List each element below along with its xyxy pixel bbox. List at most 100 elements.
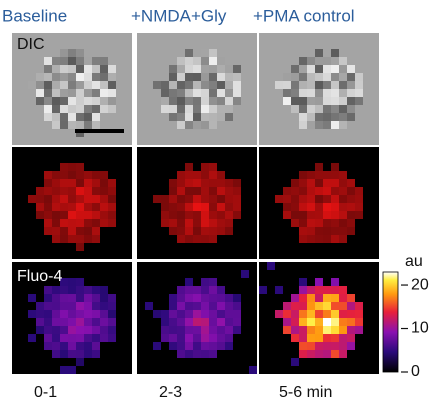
pixel bbox=[323, 81, 331, 89]
pixel bbox=[44, 57, 52, 65]
pixel bbox=[217, 97, 225, 105]
pixel bbox=[44, 334, 52, 342]
pixel bbox=[68, 211, 76, 219]
pixel bbox=[193, 65, 201, 73]
pixel bbox=[209, 49, 217, 57]
pixel bbox=[44, 187, 52, 195]
pixel bbox=[315, 334, 323, 342]
pixel bbox=[60, 278, 68, 286]
pixel bbox=[193, 227, 201, 235]
pixel bbox=[92, 105, 100, 113]
pixel bbox=[84, 187, 92, 195]
pixel bbox=[60, 81, 68, 89]
pixel bbox=[108, 203, 116, 211]
pixel bbox=[44, 203, 52, 211]
pixel bbox=[299, 294, 307, 302]
pixel bbox=[323, 227, 331, 235]
pixel bbox=[307, 219, 315, 227]
pixel bbox=[60, 89, 68, 97]
pixel bbox=[299, 286, 307, 294]
colorbar-tick-label: 0 bbox=[411, 363, 420, 380]
pixel bbox=[68, 334, 76, 342]
pixel bbox=[177, 334, 185, 342]
colorbar bbox=[382, 271, 399, 373]
pixel bbox=[185, 97, 193, 105]
pixel bbox=[315, 195, 323, 203]
pixel bbox=[347, 211, 355, 219]
pixel bbox=[84, 235, 92, 243]
pixel bbox=[100, 195, 108, 203]
pixel bbox=[100, 179, 108, 187]
pixel bbox=[201, 113, 209, 121]
pixel bbox=[92, 171, 100, 179]
pixel bbox=[201, 318, 209, 326]
pixel bbox=[323, 65, 331, 73]
pixel bbox=[60, 342, 68, 350]
pixel bbox=[209, 97, 217, 105]
pixel bbox=[185, 318, 193, 326]
pixel bbox=[201, 171, 209, 179]
pixel bbox=[161, 211, 169, 219]
colorbar-tick-label: 20 bbox=[411, 276, 429, 293]
pixel bbox=[52, 187, 60, 195]
pixel bbox=[68, 89, 76, 97]
pixel bbox=[217, 105, 225, 113]
pixel bbox=[92, 179, 100, 187]
pixel bbox=[331, 113, 339, 121]
pixel bbox=[169, 310, 177, 318]
pixel bbox=[225, 227, 233, 235]
pixel bbox=[36, 195, 44, 203]
pixel bbox=[68, 235, 76, 243]
pixel bbox=[323, 73, 331, 81]
pixel bbox=[169, 318, 177, 326]
pixel bbox=[76, 73, 84, 81]
pixel bbox=[323, 342, 331, 350]
pixel bbox=[225, 203, 233, 211]
pixel bbox=[291, 318, 299, 326]
pixel bbox=[68, 65, 76, 73]
pixel bbox=[331, 326, 339, 334]
pixel bbox=[92, 326, 100, 334]
pixel bbox=[315, 171, 323, 179]
pixel bbox=[209, 195, 217, 203]
pixel bbox=[92, 81, 100, 89]
pixel bbox=[100, 89, 108, 97]
pixel bbox=[169, 105, 177, 113]
pixel bbox=[291, 294, 299, 302]
pixel bbox=[275, 286, 283, 294]
pixel bbox=[185, 286, 193, 294]
pixel bbox=[68, 73, 76, 81]
pixel bbox=[52, 350, 60, 358]
pixel bbox=[331, 89, 339, 97]
pixel bbox=[84, 73, 92, 81]
pixel bbox=[36, 81, 44, 89]
pixel bbox=[217, 89, 225, 97]
pixel bbox=[339, 179, 347, 187]
pixel bbox=[68, 294, 76, 302]
pixel bbox=[225, 65, 233, 73]
pixel bbox=[44, 179, 52, 187]
pixel bbox=[153, 195, 161, 203]
pixel bbox=[108, 294, 116, 302]
pixel bbox=[299, 342, 307, 350]
pixel bbox=[307, 342, 315, 350]
pixel bbox=[307, 171, 315, 179]
pixel bbox=[193, 81, 201, 89]
pixel bbox=[60, 121, 68, 129]
pixel bbox=[323, 219, 331, 227]
pixel bbox=[339, 310, 347, 318]
pixel bbox=[331, 278, 339, 286]
pixel bbox=[100, 219, 108, 227]
image-panels bbox=[12, 33, 379, 374]
pixel bbox=[315, 318, 323, 326]
pixel bbox=[76, 358, 84, 366]
pixel bbox=[100, 302, 108, 310]
pixel bbox=[92, 203, 100, 211]
pixel bbox=[100, 334, 108, 342]
pixel bbox=[76, 211, 84, 219]
pixel bbox=[169, 113, 177, 121]
pixel bbox=[347, 73, 355, 81]
pixel bbox=[233, 89, 241, 97]
pixel bbox=[283, 195, 291, 203]
